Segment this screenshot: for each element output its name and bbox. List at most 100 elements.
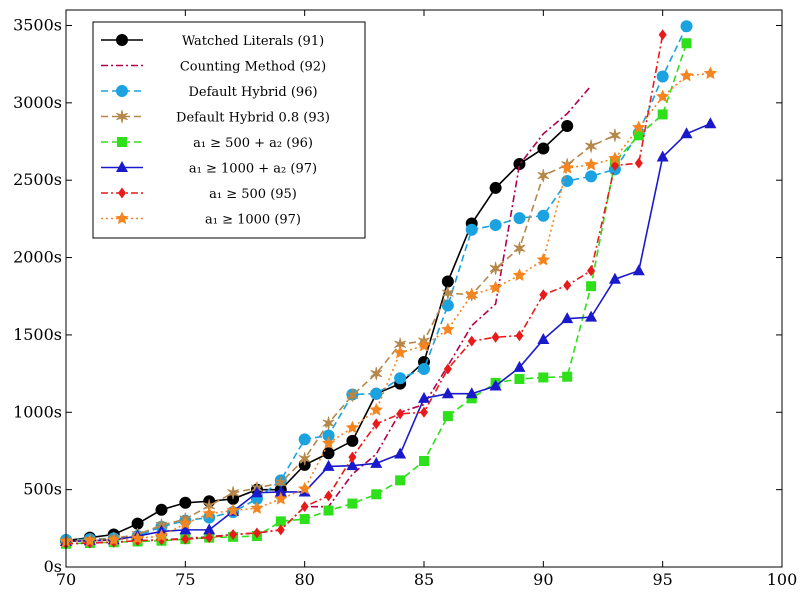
- data-point: [394, 447, 407, 459]
- data-point: [298, 481, 312, 495]
- data-point: [347, 498, 358, 509]
- data-point: [489, 181, 502, 194]
- data-point: [489, 261, 502, 275]
- data-point: [202, 506, 216, 520]
- data-point: [155, 503, 168, 516]
- y-tick-label: 0s: [44, 557, 62, 576]
- data-point: [130, 531, 145, 545]
- y-tick-label: 3500s: [13, 15, 62, 34]
- data-point: [300, 501, 309, 513]
- data-point: [634, 157, 643, 169]
- data-point: [179, 523, 192, 535]
- data-point: [632, 120, 646, 134]
- data-point: [491, 331, 500, 343]
- series-line: [65, 25, 688, 541]
- data-point: [442, 411, 453, 422]
- data-point: [609, 128, 621, 142]
- data-point: [369, 402, 383, 416]
- data-point: [585, 170, 598, 183]
- data-point: [539, 289, 548, 301]
- data-point: [513, 360, 526, 372]
- legend-swatch-marker: [115, 211, 129, 225]
- y-tick-label: 1500s: [13, 325, 62, 344]
- data-point: [131, 517, 144, 530]
- data-point: [465, 223, 478, 236]
- data-point: [418, 362, 430, 375]
- data-point: [274, 491, 288, 505]
- data-point: [656, 89, 670, 103]
- data-point: [443, 363, 452, 375]
- data-point: [417, 338, 431, 352]
- data-point: [633, 130, 644, 141]
- data-point: [657, 109, 668, 120]
- data-point: [418, 391, 430, 403]
- data-point: [703, 66, 718, 80]
- data-point: [489, 219, 502, 232]
- data-point: [298, 452, 311, 466]
- data-point: [274, 485, 287, 497]
- data-point: [560, 160, 574, 174]
- data-point: [226, 503, 240, 517]
- data-point: [656, 70, 669, 83]
- data-point: [323, 505, 334, 516]
- data-point: [537, 333, 550, 345]
- data-point: [250, 486, 263, 498]
- x-tick-label: 80: [294, 570, 314, 589]
- data-point: [538, 372, 549, 383]
- data-point: [393, 345, 407, 359]
- legend-swatch-marker: [117, 137, 127, 147]
- data-point: [586, 281, 597, 292]
- data-point: [681, 38, 692, 49]
- data-point: [514, 374, 525, 385]
- data-point: [561, 312, 574, 324]
- legend-swatch-marker: [116, 109, 128, 124]
- data-point: [83, 533, 97, 547]
- series-8: [59, 66, 718, 548]
- x-tick-label: 70: [56, 570, 76, 589]
- data-point: [587, 265, 596, 277]
- data-point: [658, 29, 667, 41]
- data-point: [466, 393, 477, 404]
- data-point: [372, 418, 381, 430]
- data-point: [154, 529, 169, 542]
- data-point: [441, 322, 455, 336]
- data-point: [537, 168, 550, 183]
- data-point: [107, 532, 121, 546]
- data-point: [537, 209, 550, 222]
- data-point: [680, 20, 693, 33]
- data-point: [465, 287, 479, 301]
- data-point: [395, 475, 406, 486]
- data-point: [229, 529, 238, 541]
- data-point: [321, 436, 336, 449]
- data-point: [608, 272, 621, 284]
- data-point: [441, 387, 454, 399]
- data-point: [324, 490, 333, 502]
- data-point: [467, 335, 476, 347]
- data-point: [227, 486, 239, 500]
- x-tick-label: 100: [767, 570, 798, 589]
- data-point: [178, 516, 192, 530]
- legend-label: Counting Method (92): [180, 60, 326, 75]
- axis-ticks: 70 75 80 85 90 95 1000s500s1000s1500s2000s2500…: [13, 10, 797, 589]
- data-point: [704, 117, 717, 129]
- data-point: [537, 142, 550, 155]
- data-point: [322, 447, 335, 460]
- legend-label: Default Hybrid 0.8 (93): [176, 111, 330, 126]
- data-point: [561, 174, 574, 187]
- data-point: [488, 280, 503, 294]
- data-point: [203, 523, 216, 535]
- data-point: [562, 371, 573, 382]
- legend-label: a₁ ≥ 500 + a₂ (96): [193, 136, 313, 151]
- data-point: [205, 532, 214, 544]
- data-point: [513, 212, 526, 225]
- data-point: [465, 387, 478, 399]
- data-point: [584, 157, 598, 171]
- data-point: [370, 387, 383, 400]
- legend-swatch-marker: [116, 161, 128, 172]
- legend-swatch-marker: [116, 85, 128, 97]
- legend-label: a₁ ≥ 1000 (97): [205, 213, 301, 228]
- y-tick-label: 1000s: [13, 402, 62, 421]
- data-point: [181, 533, 190, 545]
- x-tick-label: 95: [652, 570, 672, 589]
